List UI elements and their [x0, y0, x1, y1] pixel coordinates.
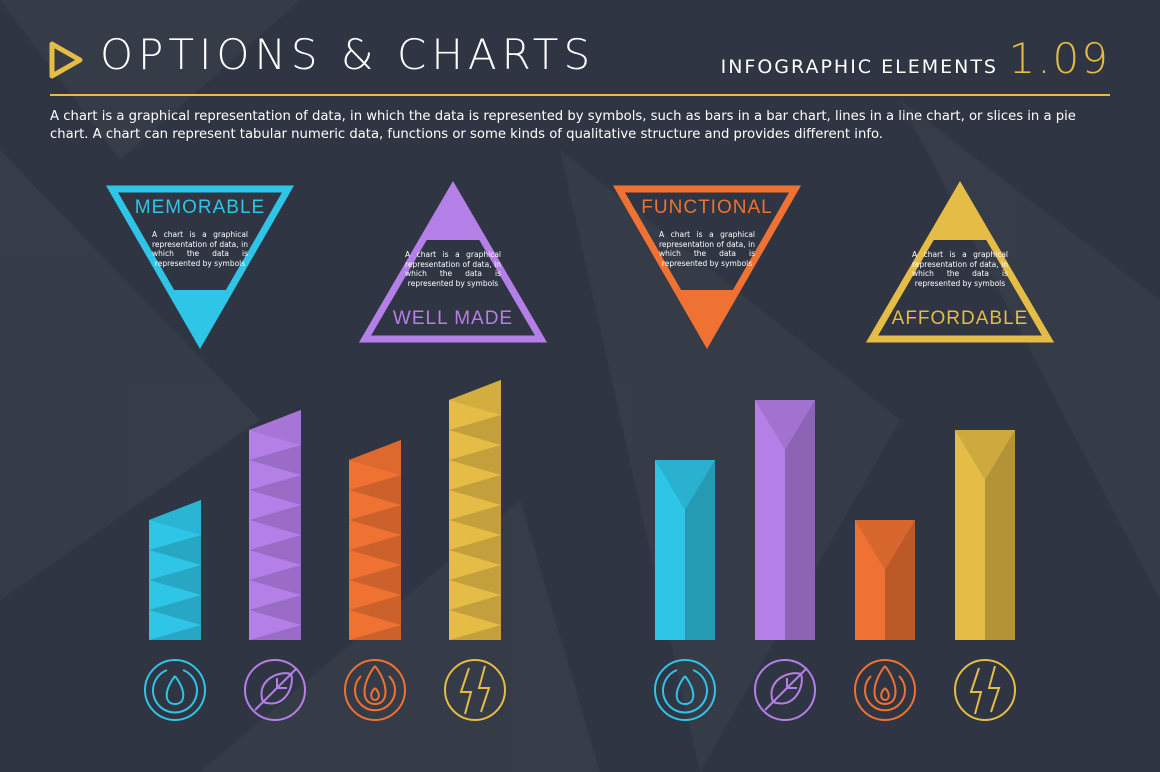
bar-icon: [344, 659, 406, 721]
bar-segment: [349, 490, 401, 520]
bar-segment: [349, 550, 401, 580]
bar-segment: [249, 460, 301, 490]
bar: [955, 430, 1015, 640]
bar-segment: [249, 610, 301, 640]
bar-icon: [244, 659, 306, 721]
bar-cap: [755, 400, 815, 450]
bar: [349, 440, 401, 640]
badge-tip: [422, 188, 484, 240]
badge-tip: [676, 290, 738, 342]
badge-triangle: [865, 181, 1055, 343]
bar-segment: [449, 490, 501, 520]
icon-flame: [354, 665, 396, 712]
badge-text: A chart is a graphical representation of…: [659, 230, 755, 268]
bar-segment: [449, 550, 501, 580]
bar-icon: [954, 659, 1016, 721]
icon-ring: [754, 659, 816, 721]
badge-title: MEMORABLE: [134, 197, 266, 218]
bar-segment: [449, 520, 501, 550]
bar-segment: [349, 460, 401, 490]
bar-segment: [249, 490, 301, 520]
bar-segment: [449, 460, 501, 490]
bar-segment: [249, 430, 301, 460]
icon-ring: [854, 659, 916, 721]
icon-ring: [344, 659, 406, 721]
icon-ring: [654, 659, 716, 721]
subtitle: INFOGRAPHIC ELEMENTS: [720, 56, 998, 78]
bar: [149, 500, 201, 640]
bar-icon: [754, 659, 816, 721]
badge-text: A chart is a graphical representation of…: [912, 250, 1008, 288]
bar-icon: [444, 659, 506, 721]
icon-ring: [444, 659, 506, 721]
badge-title: WELL MADE: [392, 308, 514, 329]
icon-drop: [662, 669, 708, 714]
bar: [249, 410, 301, 640]
icon-ring: [144, 659, 206, 721]
bar-segment: [249, 520, 301, 550]
bar: [449, 380, 501, 640]
bar-segment: [449, 580, 501, 610]
bar-cap: [349, 440, 401, 475]
bar-cap: [149, 500, 201, 535]
bar-segment: [449, 400, 501, 430]
bar-icon: [654, 659, 716, 721]
header-icon: [49, 41, 83, 79]
bar-icon: [854, 659, 916, 721]
badge-triangle: [105, 185, 295, 350]
bar-cap: [955, 430, 1015, 480]
icon-ring: [244, 659, 306, 721]
bar-segment: [149, 520, 201, 550]
icon-bolt: [969, 665, 1001, 715]
bar-segment: [349, 610, 401, 640]
icon-leaf: [764, 667, 808, 711]
icon-flame: [864, 665, 906, 712]
description: A chart is a graphical representation of…: [50, 109, 1076, 142]
bar-segment: [449, 610, 501, 640]
icon-drop: [152, 669, 198, 714]
bar-cap: [449, 380, 501, 415]
title: OPTIONS & CHARTS: [100, 30, 596, 79]
bar: [855, 520, 915, 640]
icon-ring: [954, 659, 1016, 721]
bar-segment: [249, 580, 301, 610]
bar-cap: [855, 520, 915, 570]
bar: [755, 400, 815, 640]
bar-segment: [149, 550, 201, 580]
badge-text: A chart is a graphical representation of…: [152, 230, 248, 268]
bar-segment: [349, 580, 401, 610]
bar: [655, 460, 715, 640]
bar-segment: [449, 430, 501, 460]
bar-segment: [349, 520, 401, 550]
version-number: 1.09: [1008, 34, 1110, 83]
badge-triangle: [358, 181, 548, 343]
bar-cap: [249, 410, 301, 445]
badge-title: AFFORDABLE: [891, 308, 1029, 329]
bar-segment: [249, 550, 301, 580]
icon-bolt: [459, 665, 491, 715]
bar-segment: [149, 580, 201, 610]
badge-triangle: [612, 185, 802, 350]
bar-cap: [655, 460, 715, 510]
badge-text: A chart is a graphical representation of…: [405, 250, 501, 288]
bar-segment: [149, 610, 201, 640]
bar-icon: [144, 659, 206, 721]
badge-tip: [929, 188, 991, 240]
badge-tip: [169, 290, 231, 342]
icon-leaf: [254, 667, 298, 711]
badge-title: FUNCTIONAL: [641, 197, 773, 218]
